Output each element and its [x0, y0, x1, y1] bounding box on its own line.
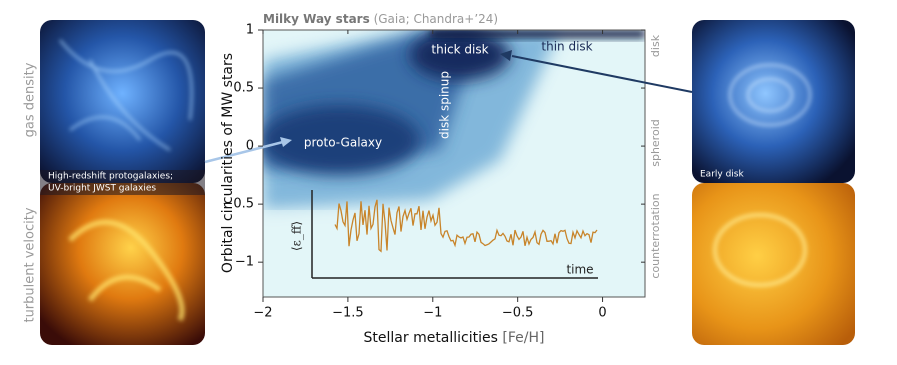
- x-unit: [Fe/H]: [502, 330, 544, 346]
- right-label: spheroid: [649, 119, 662, 167]
- source: (Gaia; Chandra+’24): [374, 12, 499, 26]
- turbulence-image: [40, 183, 205, 345]
- x-axis-title: Stellar metallicities [Fe/H]: [364, 330, 545, 346]
- caption-bg: [40, 170, 205, 195]
- x-tick-label: 0: [598, 306, 606, 321]
- right-label: disk: [649, 34, 662, 57]
- plot-frame: [262, 29, 646, 298]
- annotation: thick disk: [431, 43, 488, 57]
- arrow: [511, 55, 693, 93]
- panel-caption: UV-bright JWST galaxies: [48, 184, 156, 194]
- x-tick-label: −2: [253, 306, 272, 321]
- inset-line: [334, 199, 598, 253]
- right-label: counterrotation: [649, 193, 662, 278]
- y-tick-label: −0.5: [222, 197, 254, 212]
- annotation: disk spinup: [438, 71, 452, 139]
- x-label: Stellar metallicities: [364, 330, 498, 346]
- y-tick-label: 0.5: [233, 81, 254, 96]
- arrow-head: [280, 137, 292, 147]
- x-tick-label: −1: [423, 306, 442, 321]
- inset: ⟨ε_ff⟩ time: [290, 190, 598, 279]
- density-map: [263, 30, 645, 297]
- annotation: proto-Galaxy: [304, 136, 382, 150]
- inset-ylabel: ⟨ε_ff⟩: [290, 221, 304, 251]
- panel-label: gas density: [23, 62, 38, 137]
- y-tick-label: 0: [246, 139, 254, 154]
- inset-xlabel: time: [566, 263, 593, 277]
- x-tick-label: −1.5: [332, 306, 364, 321]
- y-tick-label: 1: [246, 23, 254, 38]
- panel-label: turbulent velocity: [23, 207, 38, 322]
- filaments: [59, 39, 193, 322]
- x-tick-label: −0.5: [502, 306, 534, 321]
- left-panels: gas density turbulent velocity High-reds…: [23, 20, 205, 345]
- title: Milky Way stars: [263, 12, 370, 26]
- annotation: thin disk: [541, 40, 592, 54]
- y-axis-title: Orbital circularities of MW stars: [220, 53, 236, 273]
- filaments: [713, 64, 811, 287]
- y-tick-label: −1: [235, 255, 254, 270]
- right-panels: Early disk: [692, 20, 855, 345]
- gas-image: [692, 20, 855, 183]
- chart-title: Milky Way stars (Gaia; Chandra+’24): [263, 12, 498, 26]
- arrow-head: [500, 50, 512, 61]
- arrow: [204, 140, 284, 164]
- panel-caption: High-redshift protogalaxies;: [48, 172, 173, 182]
- panel-caption: Early disk: [700, 170, 744, 180]
